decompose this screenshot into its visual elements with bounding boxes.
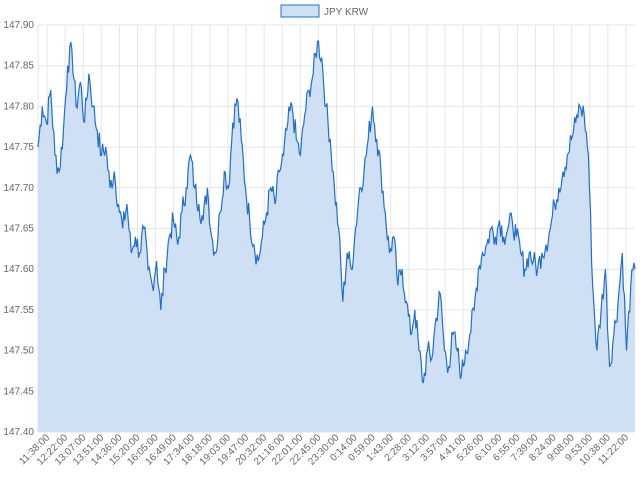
legend-label[interactable]: JPY KRW — [324, 7, 369, 18]
y-tick-label: 147.70 — [3, 183, 34, 194]
x-axis: 11:38:0012:22:0013:07:0013:51:0014:36:00… — [17, 432, 631, 468]
y-tick-label: 147.90 — [3, 20, 34, 31]
y-tick-label: 147.75 — [3, 142, 34, 153]
y-tick-label: 147.80 — [3, 101, 34, 112]
y-tick-label: 147.65 — [3, 224, 34, 235]
legend-swatch[interactable] — [280, 4, 320, 18]
y-tick-label: 147.60 — [3, 264, 34, 275]
y-axis: 147.40 147.45 147.50 147.55 147.60 147.65 147.… — [3, 20, 34, 438]
y-tick-label: 147.40 — [3, 427, 34, 438]
series-fill — [38, 41, 635, 432]
legend[interactable]: JPY KRW — [280, 4, 369, 18]
series-area — [37, 40, 636, 432]
y-tick-label: 147.50 — [3, 346, 34, 357]
series-line — [37, 40, 636, 384]
y-tick-label: 147.45 — [3, 386, 34, 397]
y-tick-label: 147.55 — [3, 305, 34, 316]
y-tick-label: 147.85 — [3, 61, 34, 72]
